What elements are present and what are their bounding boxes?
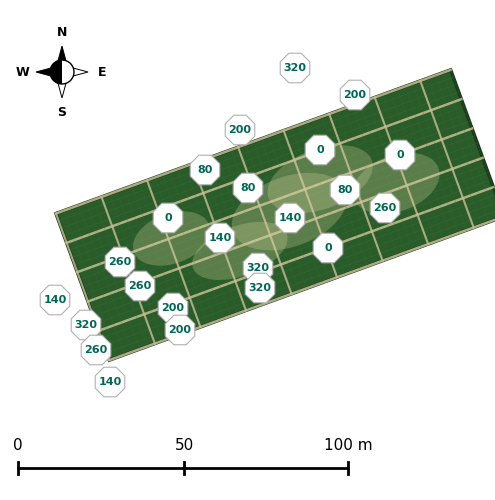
Text: 0: 0 xyxy=(13,438,23,453)
Text: 320: 320 xyxy=(75,320,98,330)
Polygon shape xyxy=(245,273,275,303)
Polygon shape xyxy=(232,173,347,250)
Polygon shape xyxy=(62,60,74,84)
Polygon shape xyxy=(205,223,235,253)
Text: 80: 80 xyxy=(198,165,213,175)
Text: 0: 0 xyxy=(164,213,172,223)
Text: 200: 200 xyxy=(229,125,251,135)
Polygon shape xyxy=(71,310,101,340)
Polygon shape xyxy=(313,233,343,263)
Polygon shape xyxy=(50,60,62,84)
Polygon shape xyxy=(56,70,495,360)
Polygon shape xyxy=(153,203,183,233)
Polygon shape xyxy=(81,335,111,365)
Polygon shape xyxy=(243,253,273,283)
Text: 50: 50 xyxy=(174,438,194,453)
Polygon shape xyxy=(55,46,69,72)
Polygon shape xyxy=(233,173,263,203)
Polygon shape xyxy=(36,65,62,79)
Polygon shape xyxy=(165,315,195,345)
Text: 320: 320 xyxy=(284,63,306,73)
Polygon shape xyxy=(340,80,370,110)
Text: 320: 320 xyxy=(248,283,271,293)
Text: 140: 140 xyxy=(208,233,232,243)
Text: 0: 0 xyxy=(396,150,404,160)
Polygon shape xyxy=(158,293,188,323)
Text: 200: 200 xyxy=(344,90,366,100)
Text: 100 m: 100 m xyxy=(324,438,372,453)
Text: 260: 260 xyxy=(108,257,132,267)
Polygon shape xyxy=(125,271,155,301)
Polygon shape xyxy=(40,285,70,315)
Text: 200: 200 xyxy=(161,303,185,313)
Polygon shape xyxy=(192,222,288,280)
Text: 320: 320 xyxy=(247,263,269,273)
Text: 80: 80 xyxy=(240,183,256,193)
Text: W: W xyxy=(15,66,29,78)
Polygon shape xyxy=(95,367,125,397)
Text: S: S xyxy=(57,106,66,118)
Polygon shape xyxy=(190,155,220,185)
Text: 0: 0 xyxy=(324,243,332,253)
Polygon shape xyxy=(105,247,135,277)
Text: 80: 80 xyxy=(337,185,352,195)
Text: 140: 140 xyxy=(278,213,301,223)
Polygon shape xyxy=(267,145,373,213)
Polygon shape xyxy=(353,153,440,214)
Polygon shape xyxy=(305,135,335,165)
Polygon shape xyxy=(62,65,88,79)
Text: 260: 260 xyxy=(84,345,107,355)
Text: 260: 260 xyxy=(373,203,396,213)
Polygon shape xyxy=(385,140,415,170)
Polygon shape xyxy=(280,53,310,83)
Text: 140: 140 xyxy=(99,377,122,387)
Text: 200: 200 xyxy=(168,325,192,335)
Polygon shape xyxy=(55,72,69,98)
Text: E: E xyxy=(98,66,106,78)
Polygon shape xyxy=(370,193,400,223)
Polygon shape xyxy=(275,203,305,233)
Polygon shape xyxy=(133,212,210,266)
Text: 0: 0 xyxy=(316,145,324,155)
Polygon shape xyxy=(225,115,255,145)
Text: 260: 260 xyxy=(128,281,151,291)
Text: N: N xyxy=(57,26,67,38)
Text: 140: 140 xyxy=(44,295,67,305)
Polygon shape xyxy=(330,175,360,205)
